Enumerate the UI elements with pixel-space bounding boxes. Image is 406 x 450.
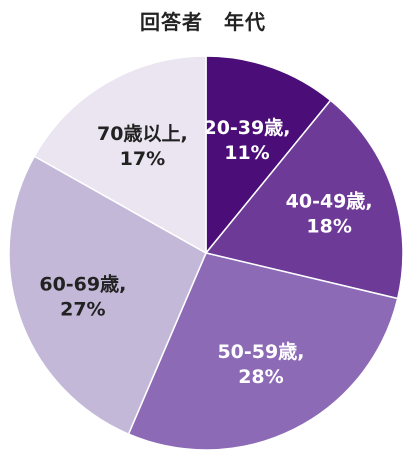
slice-label: 40-49歳, 18% bbox=[286, 190, 373, 237]
slice-value-label: 27% bbox=[60, 299, 105, 321]
slice-value-label: 18% bbox=[306, 215, 351, 237]
slice-category-label: 50-59歳, bbox=[217, 341, 304, 363]
slice-category-label: 70歳以上, bbox=[97, 123, 188, 145]
pie-slice bbox=[127, 252, 399, 450]
slice-label: 50-59歳, 28% bbox=[217, 341, 304, 388]
slice-label: 20-39歳, 11% bbox=[203, 117, 290, 164]
slice-category-label: 40-49歳, bbox=[286, 190, 373, 212]
slice-category-label: 60-69歳, bbox=[39, 274, 126, 296]
slice-category-label: 20-39歳, bbox=[203, 117, 290, 139]
pie-slice bbox=[205, 55, 332, 256]
chart-title: 回答者 年代 bbox=[140, 10, 266, 34]
slice-label: 70歳以上, 17% bbox=[97, 123, 188, 170]
pie-slice bbox=[204, 99, 404, 300]
slice-value-label: 17% bbox=[120, 148, 165, 170]
slice-value-label: 11% bbox=[224, 142, 269, 164]
slice-label: 60-69歳, 27% bbox=[39, 274, 126, 321]
pie-slice bbox=[33, 55, 207, 255]
slice-value-label: 28% bbox=[238, 366, 283, 388]
